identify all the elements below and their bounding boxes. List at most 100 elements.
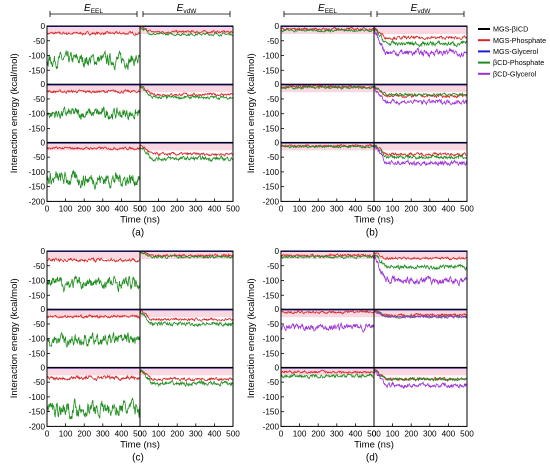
fluctuation-band [47, 85, 140, 93]
series-line-mgsphosphate [374, 309, 467, 318]
series-line-mgsphosphate [140, 26, 233, 35]
x-tick-label: 200 [77, 204, 91, 213]
series-line-cdphosphate [374, 253, 467, 271]
y-tick-label: -150 [29, 291, 46, 300]
series-line-mgsphosphate [281, 26, 374, 32]
y-tick-label: -150 [29, 183, 46, 192]
legend-entry-label: βCD-Glycerol [493, 69, 537, 78]
y-tick-label: 0 [40, 138, 45, 147]
subplot-frame [373, 141, 468, 202]
x-tick-label: 300 [423, 204, 437, 213]
series-line-cdphosphate [47, 106, 140, 121]
fluctuation-band [374, 368, 467, 376]
x-tick-label: 500 [367, 204, 381, 213]
fluctuation-band [374, 85, 467, 93]
subplot-vdw-1 [374, 26, 467, 59]
series-line-mgsphosphate [47, 313, 140, 320]
series-line-cdphosphate [47, 50, 140, 72]
y-tick-label: -150 [263, 291, 280, 300]
series-line-mgsphosphate [47, 89, 140, 95]
subplot-eel-2 [281, 84, 374, 93]
x-tick-label: 300 [96, 429, 110, 438]
series-line-cdglycerol [374, 255, 467, 287]
subplot-eel-3 [281, 142, 374, 151]
series-line-mgsphosphate [47, 30, 140, 37]
x-tick-label: 200 [404, 204, 418, 213]
subplot-vdw-1 [140, 26, 233, 37]
y-tick-label: 0 [40, 363, 45, 372]
series-line-cdphosphate [374, 27, 467, 48]
x-tick-label: 100 [386, 204, 400, 213]
y-tick-label: -100 [29, 52, 46, 61]
y-tick-label: -100 [263, 277, 280, 286]
x-axis-label: Time (ns) [354, 439, 394, 450]
panel-label: (a) [132, 227, 144, 238]
series-line-mgsphosphate [281, 310, 374, 315]
subplot-eel-3 [281, 367, 374, 380]
panel-label: (b) [366, 227, 378, 238]
subplot-vdw-2 [140, 309, 233, 328]
series-line-cdphosphate [47, 275, 140, 294]
x-axis-label: Time (ns) [354, 214, 394, 225]
fluctuation-band [140, 368, 233, 376]
y-tick-label: -50 [33, 320, 45, 329]
subplot-frame [373, 25, 468, 86]
y-tick-label: -150 [263, 183, 280, 192]
series-line-mgsphosphate [47, 146, 140, 151]
x-tick-label: 400 [208, 204, 222, 213]
y-tick-label: -100 [263, 110, 280, 119]
y-axis-label: Interaction energy (kcal/mol) [246, 53, 257, 173]
series-line-cdphosphate [281, 373, 374, 380]
chart-panel-4: 0 -50 -100 -150 0 -50 -100 -150 0 -50 -100 -150 -200… [246, 247, 474, 463]
y-axis-label: Interaction energy (kcal/mol) [9, 53, 20, 173]
series-line-cdglycerol [374, 85, 467, 106]
y-tick-label: -200 [29, 422, 46, 431]
y-tick-label: -50 [267, 37, 279, 46]
subplot-frame [280, 308, 375, 369]
y-tick-label: -50 [267, 378, 279, 387]
column-header-eel: EEEL [84, 3, 103, 15]
x-tick-label: 200 [77, 429, 91, 438]
subplot-eel-2 [47, 84, 140, 121]
column-header-vdw: EvdW [177, 3, 198, 15]
y-tick-label: -50 [267, 262, 279, 271]
subplot-frame [139, 141, 234, 202]
subplot-frame [46, 366, 141, 427]
x-tick-label: 200 [311, 204, 325, 213]
y-tick-label: -100 [29, 393, 46, 402]
subplot-vdw-3 [140, 367, 233, 388]
x-tick-label: 0 [372, 429, 377, 438]
subplot-eel-3 [47, 142, 140, 190]
y-tick-label: -100 [263, 52, 280, 61]
subplot-frame [139, 250, 234, 311]
x-tick-label: 500 [133, 204, 147, 213]
fluctuation-band [47, 252, 140, 259]
subplot-vdw-3 [374, 367, 467, 390]
x-tick-label: 300 [423, 429, 437, 438]
y-tick-label: -150 [263, 408, 280, 417]
fluctuation-band [140, 310, 233, 318]
x-tick-label: 100 [152, 204, 166, 213]
series-line-cdphosphate [47, 397, 140, 420]
legend-entry-label: MGS-Phosphate [493, 36, 546, 45]
chart-panel-1: 0 -50 -100 -150 0 -50 -100 -150 0 -50 -100 -150 -200… [9, 3, 240, 238]
y-tick-label: -100 [29, 168, 46, 177]
x-tick-label: 500 [367, 429, 381, 438]
fluctuation-band [281, 368, 374, 376]
subplot-vdw-3 [140, 142, 233, 163]
fluctuation-band [374, 252, 467, 259]
y-tick-label: 0 [40, 80, 45, 89]
subplot-frame [46, 141, 141, 202]
x-tick-label: 400 [349, 429, 363, 438]
x-tick-label: 0 [138, 429, 143, 438]
y-tick-label: 0 [40, 305, 45, 314]
subplot-frame [139, 308, 234, 369]
x-tick-label: 100 [59, 429, 73, 438]
series-line-cdphosphate [281, 85, 374, 90]
x-tick-label: 500 [133, 429, 147, 438]
x-axis-label: Time (ns) [120, 439, 160, 450]
series-line-cdphosphate [374, 369, 467, 382]
series-line-cdphosphate [281, 254, 374, 260]
y-tick-label: -200 [263, 197, 280, 206]
series-line-cdphosphate [374, 85, 467, 97]
